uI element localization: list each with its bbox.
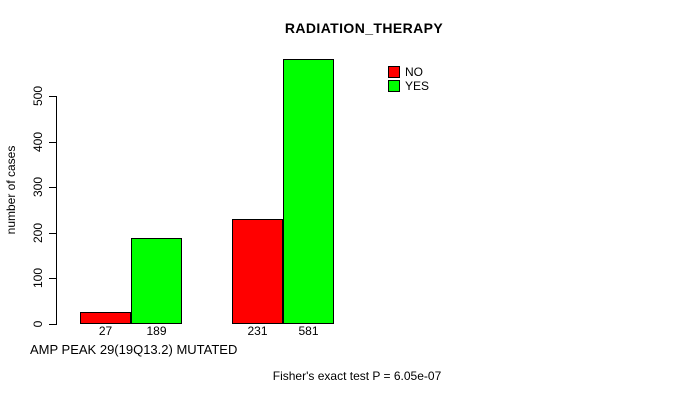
y-axis-tick <box>49 142 56 143</box>
y-axis-tick <box>49 96 56 97</box>
x-axis-label: AMP PEAK 29(19Q13.2) MUTATED <box>30 342 238 357</box>
y-axis-tick-label: 200 <box>31 222 45 244</box>
legend-label: NO <box>405 65 423 79</box>
bar-no-group-2 <box>232 219 283 324</box>
legend: NO YES <box>388 65 429 93</box>
fisher-test-annotation: Fisher's exact test P = 6.05e-07 <box>272 369 442 383</box>
y-axis-tick-label: 0 <box>31 320 45 328</box>
y-axis-tick <box>49 233 56 234</box>
y-axis-label: number of cases <box>4 145 18 235</box>
legend-swatch <box>388 66 400 78</box>
legend-label: YES <box>405 79 430 93</box>
y-axis-tick-label: 300 <box>31 176 45 198</box>
bar-value-label: 581 <box>298 324 319 338</box>
y-axis-tick <box>49 324 56 325</box>
y-axis-tick-label: 400 <box>31 131 45 153</box>
y-axis-tick-label: 100 <box>31 267 45 289</box>
y-axis-tick <box>49 278 56 279</box>
y-axis-tick-label: 500 <box>31 85 45 107</box>
bar-yes-group-2 <box>283 59 334 324</box>
legend-item: YES <box>388 79 429 93</box>
bar-value-label: 189 <box>146 324 167 338</box>
y-axis-tick <box>49 187 56 188</box>
y-axis-line <box>56 96 57 325</box>
legend-item: NO <box>388 65 429 79</box>
bar-no-group-1 <box>80 312 131 324</box>
chart-title: RADIATION_THERAPY <box>284 20 444 36</box>
bar-value-label: 231 <box>247 324 268 338</box>
bar-yes-group-1 <box>131 238 182 324</box>
bar-value-label: 27 <box>98 324 113 338</box>
legend-swatch <box>388 80 400 92</box>
